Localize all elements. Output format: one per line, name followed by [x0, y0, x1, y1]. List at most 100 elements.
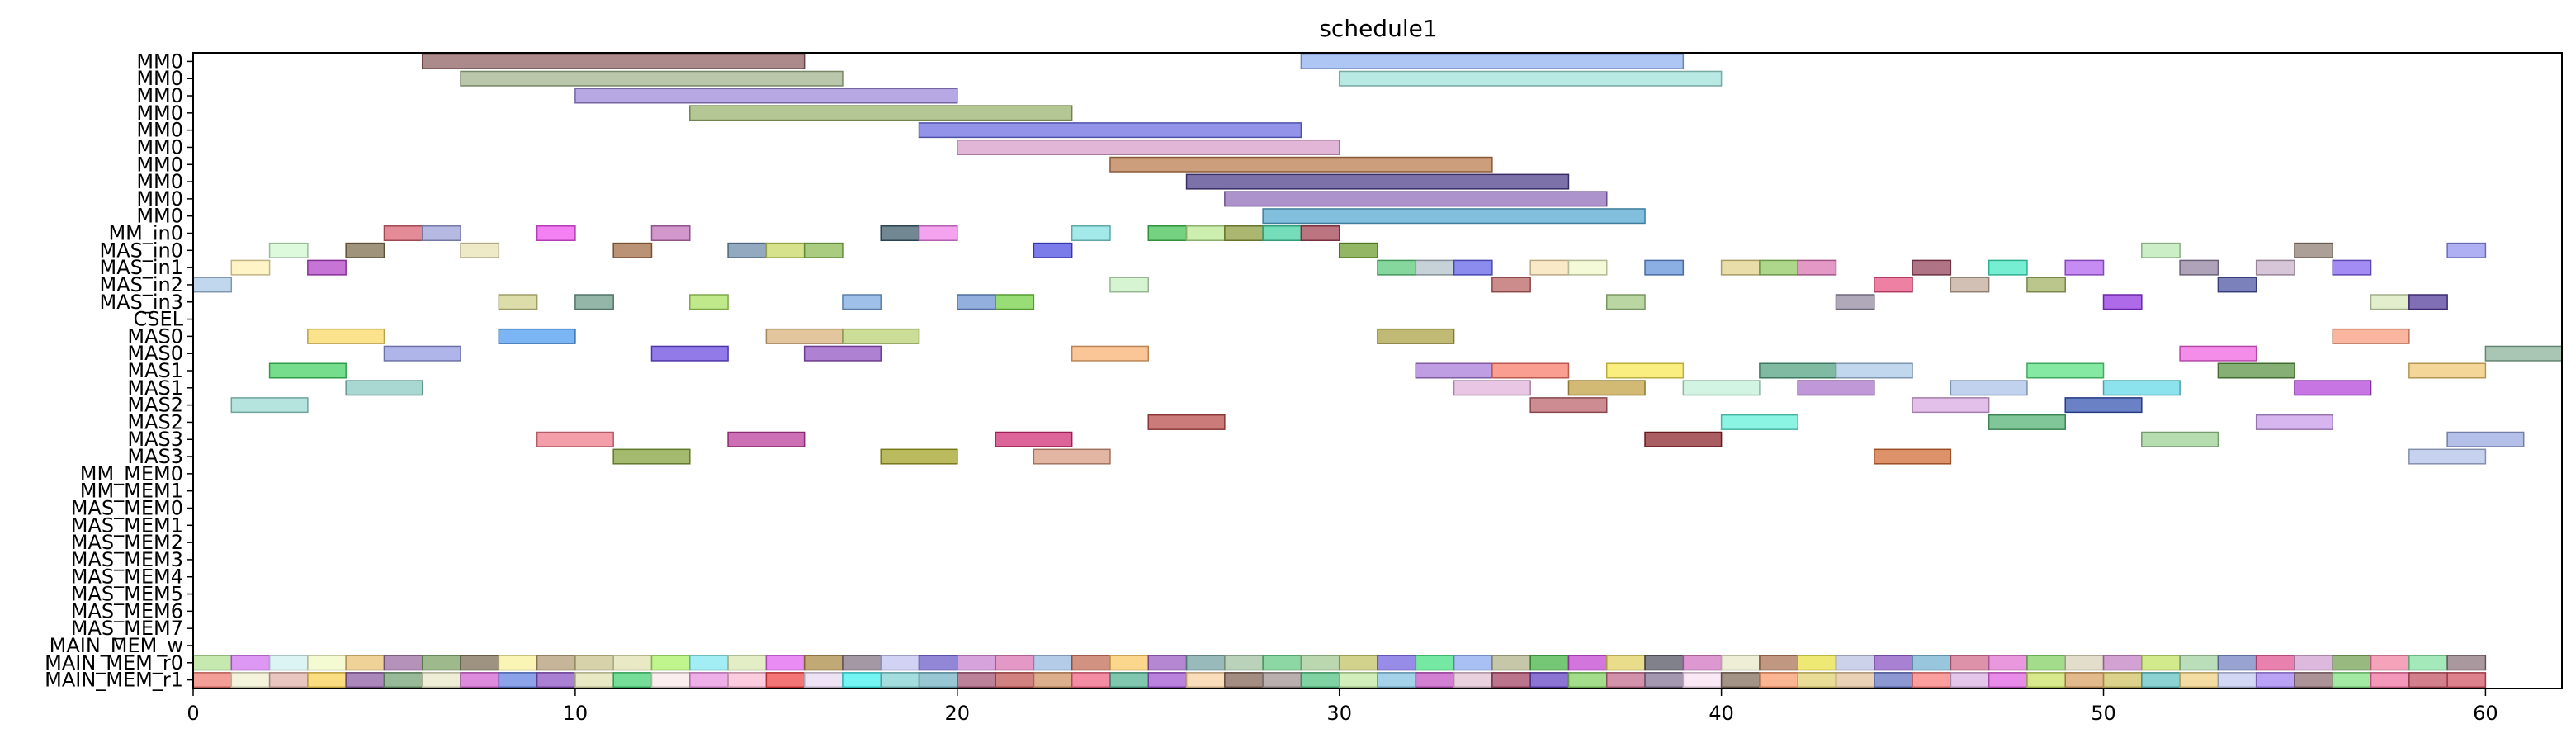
memory-access-bar: [1988, 672, 2028, 689]
memory-access-bar: [1377, 655, 1417, 671]
memory-access-bar: [1605, 655, 1646, 671]
task-bar: [230, 397, 309, 414]
task-bar: [421, 53, 806, 69]
y-tick-label: MAS_MEM3: [71, 548, 183, 571]
task-bar: [1185, 225, 1226, 242]
y-tick-label: MAS_MEM6: [71, 599, 183, 622]
memory-access-bar: [1529, 655, 1570, 671]
task-bar: [803, 345, 882, 362]
memory-access-bar: [995, 672, 1035, 689]
memory-access-bar: [880, 672, 920, 689]
task-bar: [1835, 362, 1913, 379]
memory-access-bar: [1300, 655, 1340, 671]
task-bar: [1338, 70, 1723, 87]
x-tick-label: 60: [2473, 702, 2498, 725]
memory-access-bar: [307, 655, 347, 671]
task-bar: [1720, 259, 1761, 276]
memory-access-bar: [2141, 655, 2181, 671]
task-bar: [880, 448, 958, 465]
memory-access-bar: [1224, 672, 1264, 689]
memory-access-bar: [1377, 672, 1417, 689]
task-bar: [1797, 380, 1875, 396]
memory-access-bar: [230, 672, 271, 689]
memory-access-bar: [995, 655, 1035, 671]
task-bar: [1071, 225, 1111, 242]
task-bar: [1415, 259, 1455, 276]
task-bar: [842, 328, 920, 344]
memory-access-bar: [2408, 672, 2448, 689]
y-tick-label: MM0: [136, 102, 183, 125]
task-bar: [2408, 362, 2487, 379]
task-bar: [1950, 277, 1990, 293]
memory-access-bar: [1071, 672, 1111, 689]
task-bar: [2255, 414, 2334, 430]
task-bar: [536, 225, 576, 242]
memory-access-bar: [1071, 655, 1111, 671]
y-tick-label: MM0: [136, 187, 183, 211]
task-bar: [1262, 225, 1302, 242]
task-bar: [2064, 397, 2143, 414]
task-bar: [383, 345, 461, 362]
memory-access-bar: [1185, 672, 1226, 689]
memory-access-bar: [727, 672, 768, 689]
memory-access-bar: [498, 655, 538, 671]
memory-access-bar: [957, 655, 996, 671]
task-bar: [1185, 173, 1570, 190]
task-bar: [2294, 380, 2372, 396]
memory-access-bar: [2446, 655, 2487, 671]
task-bar: [689, 294, 729, 310]
y-tick-label: MAS2: [127, 394, 183, 417]
memory-access-bar: [2408, 655, 2448, 671]
task-bar: [1262, 208, 1646, 225]
y-tick-label: MAS_MEM4: [71, 566, 183, 589]
task-bar: [2141, 431, 2219, 447]
task-bar: [1300, 225, 1340, 242]
memory-access-bar: [2064, 672, 2105, 689]
y-tick-label: MAS1: [127, 376, 183, 400]
memory-access-bar: [460, 672, 500, 689]
memory-access-bar: [1453, 655, 1493, 671]
memory-access-bar: [574, 655, 614, 671]
task-bar: [460, 242, 500, 258]
y-tick-label: MAS_in1: [99, 256, 183, 279]
task-bar: [1377, 328, 1455, 344]
task-bar: [2484, 345, 2563, 362]
memory-access-bar: [2102, 672, 2143, 689]
y-tick-label: MM0: [136, 153, 183, 176]
task-bar: [995, 294, 1035, 310]
task-bar: [650, 225, 691, 242]
memory-access-bar: [1262, 655, 1302, 671]
memory-access-bar: [1988, 655, 2028, 671]
memory-access-bar: [1491, 672, 1531, 689]
memory-access-bar: [421, 672, 461, 689]
task-bar: [2217, 277, 2257, 293]
task-bar: [2179, 345, 2257, 362]
memory-access-bar: [1185, 655, 1226, 671]
x-tick-label: 0: [187, 702, 199, 725]
memory-access-bar: [1453, 672, 1493, 689]
task-bar: [421, 225, 461, 242]
memory-access-bar: [192, 655, 233, 671]
memory-access-bar: [1682, 672, 1723, 689]
y-tick-label: MAIN_MEM_r1: [45, 669, 183, 692]
memory-access-bar: [2064, 655, 2105, 671]
memory-access-bar: [1033, 672, 1073, 689]
memory-access-bar: [1759, 655, 1798, 671]
memory-access-bar: [2370, 672, 2410, 689]
memory-access-bar: [2179, 655, 2219, 671]
task-bar: [1491, 277, 1531, 293]
y-tick-label: CSEL: [133, 308, 183, 331]
task-bar: [1147, 225, 1188, 242]
memory-access-bar: [727, 655, 768, 671]
x-tick-label: 40: [1709, 702, 1734, 725]
task-bar: [880, 225, 920, 242]
memory-access-bar: [842, 672, 882, 689]
task-bar: [1338, 242, 1378, 258]
task-bar: [1147, 414, 1226, 430]
y-tick-label: MAS0: [127, 324, 183, 348]
memory-access-bar: [880, 655, 920, 671]
task-bar: [1720, 414, 1798, 430]
task-bar: [268, 242, 309, 258]
task-bar: [383, 225, 423, 242]
y-tick-label: MAS_MEM0: [71, 496, 183, 519]
